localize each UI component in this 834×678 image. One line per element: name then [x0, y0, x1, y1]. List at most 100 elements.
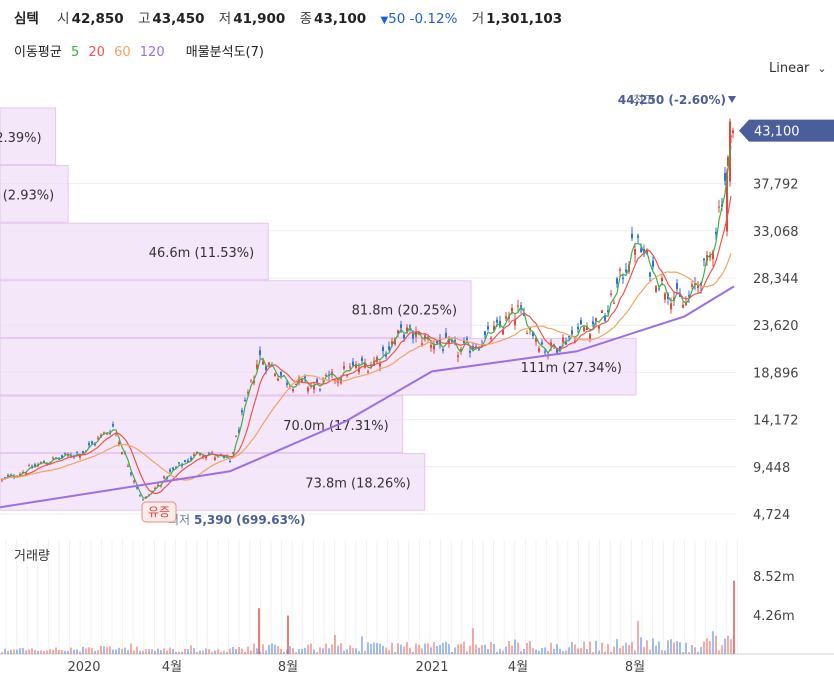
volume-bar: [607, 644, 609, 654]
volume-bar: [214, 650, 216, 654]
volume-tick-label: 4.26m: [753, 609, 795, 624]
candle-body: [676, 282, 678, 289]
moving-average-label[interactable]: 이동평균: [14, 45, 62, 60]
volume-profile-band[interactable]: [0, 395, 404, 454]
volume-profile-band[interactable]: [0, 222, 269, 281]
candle-body: [214, 457, 216, 460]
volume-bar: [28, 649, 30, 654]
volume-bar: [244, 651, 246, 654]
candle-body: [94, 444, 96, 446]
volume-bar: [241, 648, 243, 654]
ma20-period[interactable]: 20: [88, 45, 105, 60]
volume-bar: [361, 636, 363, 654]
ma5-period[interactable]: 5: [70, 45, 80, 60]
candle-body: [727, 157, 729, 166]
volume-bar: [193, 648, 195, 654]
change-amount: 50: [388, 11, 406, 27]
volume-bar: [46, 650, 48, 654]
volume-bar: [106, 647, 108, 654]
volume-bar: [169, 647, 171, 654]
ma60-period[interactable]: 60: [114, 45, 131, 60]
candle-body: [580, 320, 582, 325]
volume-bar: [253, 643, 255, 654]
volume-bar: [283, 651, 285, 654]
volume-bar: [268, 644, 270, 654]
candle-body: [379, 362, 381, 367]
candle-body: [28, 465, 30, 467]
candle-body: [658, 288, 660, 290]
candle-body: [391, 341, 393, 345]
candle-body: [625, 269, 627, 272]
volume-bar: [208, 649, 210, 654]
volume-profile-band[interactable]: [0, 337, 637, 396]
volume-bar: [202, 650, 204, 654]
candle-body: [232, 452, 234, 454]
candle-body: [349, 366, 351, 368]
volume-bar: [211, 651, 213, 654]
candle-body: [361, 357, 363, 361]
volume-bar: [622, 645, 624, 654]
volume-bar: [124, 647, 126, 654]
candle-body: [481, 345, 483, 347]
volume-bar: [676, 641, 678, 654]
volume-bar: [526, 643, 528, 654]
volume-bar: [706, 638, 708, 654]
candle-body: [280, 371, 282, 376]
candle-body: [631, 233, 633, 239]
candle-body: [91, 441, 93, 444]
volume-bar: [448, 643, 450, 654]
candle-body: [115, 433, 117, 435]
candle-body: [388, 346, 390, 350]
volume-bar: [220, 652, 222, 654]
candle-body: [202, 455, 204, 457]
candle-body: [64, 452, 66, 454]
volume-bar: [520, 651, 522, 654]
volume-profile-band[interactable]: [0, 165, 69, 223]
volume-tick-label: 8.52m: [753, 570, 795, 585]
volume-bar: [457, 644, 459, 654]
volume-bar: [355, 648, 357, 654]
scale-select[interactable]: Linear ⌄: [769, 61, 827, 76]
candle-body: [583, 326, 585, 332]
candle-body: [292, 389, 294, 392]
volume-bar: [502, 650, 504, 654]
candle-body: [58, 458, 60, 460]
volume-bar: [499, 648, 501, 654]
scale-select-label: Linear: [769, 61, 810, 76]
candle-body: [250, 379, 252, 381]
open-label: 시: [57, 11, 70, 27]
volume-bar: [385, 647, 387, 654]
volume-bar: [139, 650, 141, 654]
candle-body: [367, 371, 369, 373]
volume-bar: [151, 648, 153, 654]
candle-body: [562, 337, 564, 343]
volume-bar: [574, 644, 576, 654]
candle-body: [298, 377, 300, 382]
volume-bar: [481, 645, 483, 654]
volume-profile-label[interactable]: 매물분석도(7): [185, 45, 264, 60]
volume-bar: [688, 652, 690, 654]
candle-body: [697, 283, 699, 289]
volume-profile-band[interactable]: [0, 280, 472, 338]
volume-bar: [256, 648, 258, 654]
volume-bar: [586, 649, 588, 654]
ma120-period[interactable]: 120: [139, 45, 165, 60]
volume-bar: [58, 650, 60, 654]
volume-bar: [160, 650, 162, 654]
volume-profile-band[interactable]: [0, 107, 57, 166]
candle-body: [184, 460, 186, 463]
candle-body: [463, 340, 465, 343]
volume-bar: [523, 649, 525, 654]
candle-body: [172, 467, 174, 470]
volume-bar: [439, 645, 441, 654]
volume-bar: [424, 643, 426, 654]
volume-bar: [79, 651, 81, 654]
volume-bar: [628, 645, 630, 654]
candle-body: [622, 277, 624, 280]
volume-bar: [682, 652, 684, 654]
event-badge[interactable]: [141, 501, 177, 523]
candle-body: [610, 293, 612, 295]
volume-bar: [616, 639, 618, 654]
volume-bar: [553, 648, 555, 654]
